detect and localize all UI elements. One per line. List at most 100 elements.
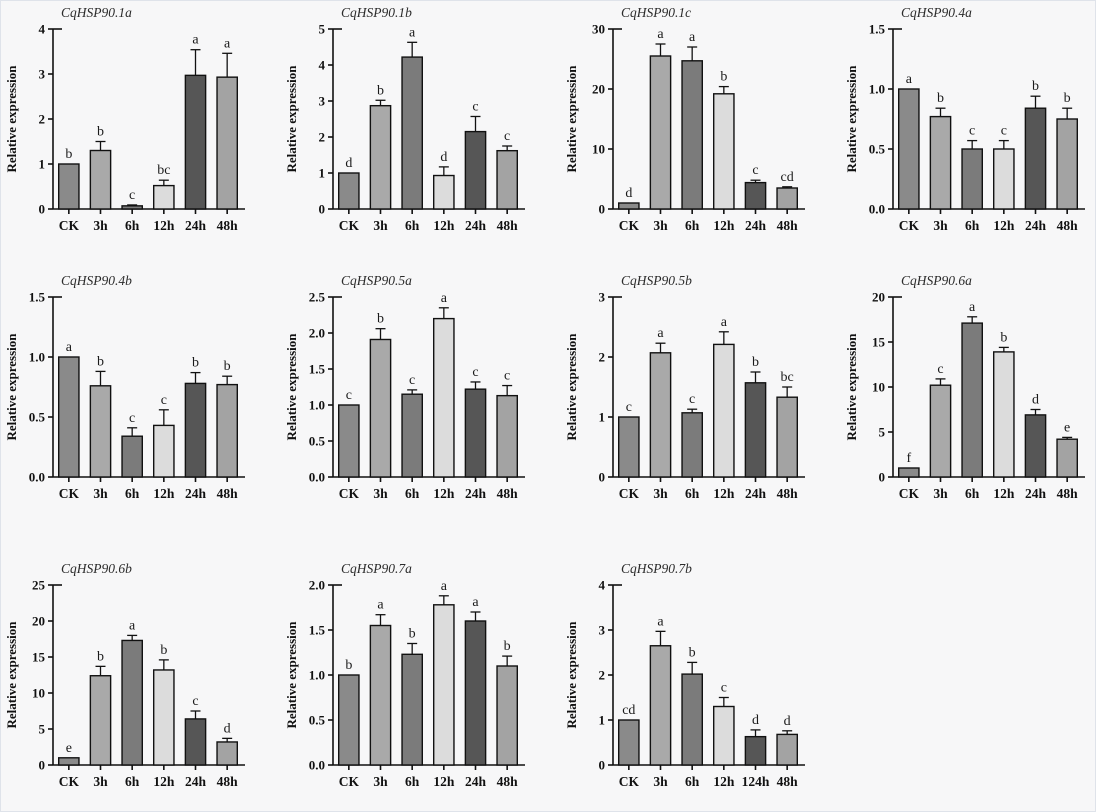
x-tick-label-48h: 48h	[217, 774, 239, 789]
chart-panel-CqHSP90.1c: CqHSP90.1c Relative expression 0 10 20 30 d CK a…	[563, 1, 817, 255]
bar-24h	[464, 130, 487, 210]
bar-48h	[776, 733, 799, 766]
bar-48h	[776, 187, 799, 210]
sig-letter-24h: c	[752, 163, 758, 178]
bar-6h	[401, 393, 423, 478]
x-tick-label-48h: 48h	[777, 774, 799, 789]
sig-letter-3h: b	[377, 83, 384, 98]
y-tick-label: 1	[599, 410, 606, 425]
y-tick-label: 5	[879, 425, 886, 440]
x-tick-label-24h: 24h	[185, 774, 207, 789]
bar-48h	[776, 396, 799, 478]
y-axis-label: Relative expression	[564, 333, 579, 441]
chart-panel-CqHSP90.7a: CqHSP90.7a Relative expression 0.0 0.5 1.0 1.…	[283, 557, 537, 811]
y-axis-label: Relative expression	[284, 333, 299, 441]
y-tick-label: 0.0	[309, 758, 325, 773]
y-tick-label: 15	[32, 650, 46, 665]
y-tick-label: 30	[592, 22, 605, 37]
bar-chart-CqHSP90.6b: CqHSP90.6b Relative expression 0 5 10 15 20 25 e…	[4, 561, 245, 789]
sig-letter-24h: c	[472, 99, 478, 114]
y-tick-label: 2	[319, 130, 326, 145]
y-tick-label: 25	[32, 578, 46, 593]
y-tick-label: 20	[592, 82, 605, 97]
bar-48h	[216, 741, 239, 766]
sig-letter-3h: b	[937, 91, 944, 106]
bar-chart-CqHSP90.1b: CqHSP90.1b Relative expression 0 1 2 3 4 5 d CK b 3…	[284, 5, 525, 233]
sig-letter-48h: bc	[781, 370, 794, 385]
y-tick-label: 0	[39, 758, 46, 773]
bar-6h	[961, 148, 983, 210]
sig-letter-CK: b	[345, 658, 352, 673]
x-tick-label-12h: 12h	[153, 486, 175, 501]
bar-3h	[649, 645, 672, 766]
sig-letter-24h: c	[192, 694, 198, 709]
bar-12h	[152, 669, 175, 766]
x-tick-label-CK: CK	[59, 486, 80, 501]
x-tick-label-12h: 12h	[433, 774, 455, 789]
bar-24h	[184, 382, 207, 478]
x-tick-label-6h: 6h	[405, 218, 420, 233]
chart-title: CqHSP90.5b	[621, 273, 692, 288]
y-axis-label: Relative expression	[564, 65, 579, 173]
y-tick-label: 0.5	[309, 434, 326, 449]
x-tick-label-CK: CK	[899, 486, 920, 501]
x-tick-label-12h: 12h	[153, 774, 175, 789]
bar-chart-CqHSP90.4a: CqHSP90.4a Relative expression 0.0 0.5 1.0 1.…	[844, 5, 1085, 233]
chart-panel-CqHSP90.1b: CqHSP90.1b Relative expression 0 1 2 3 4 5 d CK b 3…	[283, 1, 537, 255]
sig-letter-3h: b	[97, 354, 104, 369]
y-tick-label: 5	[319, 22, 326, 37]
x-tick-label-CK: CK	[59, 774, 80, 789]
x-tick-label-24h: 24h	[1025, 218, 1047, 233]
sig-letter-3h: a	[657, 27, 664, 42]
sig-letter-6h: a	[409, 25, 416, 40]
sig-letter-48h: a	[224, 36, 231, 51]
x-tick-label-CK: CK	[899, 218, 920, 233]
sig-letter-48h: c	[504, 369, 510, 384]
y-tick-label: 5	[39, 722, 46, 737]
sig-letter-6h: a	[969, 300, 976, 315]
y-tick-label: 10	[32, 686, 45, 701]
bar-chart-CqHSP90.1c: CqHSP90.1c Relative expression 0 10 20 30 d CK a…	[564, 5, 805, 233]
y-tick-label: 1	[39, 157, 46, 172]
sig-letter-12h: b	[1000, 330, 1007, 345]
sig-letter-12h: a	[441, 291, 448, 306]
x-tick-label-48h: 48h	[777, 218, 799, 233]
bar-12h	[432, 174, 455, 210]
bar-124h	[744, 735, 767, 766]
y-tick-label: 10	[872, 380, 885, 395]
sig-letter-12h: c	[1001, 124, 1007, 139]
sig-letter-48h: b	[1064, 91, 1071, 106]
x-tick-label-CK: CK	[339, 486, 360, 501]
sig-letter-CK: f	[906, 451, 911, 466]
y-tick-label: 1.5	[309, 623, 326, 638]
sig-letter-3h: b	[377, 312, 384, 327]
x-tick-label-24h: 24h	[465, 218, 487, 233]
y-tick-label: 1.0	[309, 398, 325, 413]
bar-12h	[432, 604, 455, 766]
y-tick-label: 0.5	[309, 713, 326, 728]
chart-panel-CqHSP90.1a: CqHSP90.1a Relative expression 0 1 2 3 4 b CK b 3h…	[3, 1, 257, 255]
sig-letter-6h: a	[689, 30, 696, 45]
x-tick-label-24h: 24h	[1025, 486, 1047, 501]
x-tick-label-24h: 24h	[745, 486, 767, 501]
x-tick-label-CK: CK	[619, 486, 640, 501]
y-tick-label: 2.0	[309, 578, 325, 593]
bar-6h	[401, 56, 423, 210]
bar-CK	[338, 404, 360, 478]
sig-letter-48h: e	[1064, 420, 1070, 435]
sig-letter-48h: b	[224, 359, 231, 374]
y-tick-label: 1.0	[29, 350, 45, 365]
x-tick-label-12h: 12h	[433, 218, 455, 233]
x-tick-label-3h: 3h	[93, 774, 108, 789]
x-tick-label-3h: 3h	[933, 218, 948, 233]
y-tick-label: 1.5	[869, 22, 886, 37]
bar-48h	[496, 394, 519, 478]
x-tick-label-6h: 6h	[125, 774, 140, 789]
y-tick-label: 0	[599, 202, 606, 217]
y-axis-label: Relative expression	[564, 621, 579, 729]
x-tick-label-48h: 48h	[497, 486, 519, 501]
x-tick-label-48h: 48h	[497, 774, 519, 789]
y-axis-label: Relative expression	[844, 333, 859, 441]
y-tick-label: 1.0	[869, 82, 885, 97]
sig-letter-6h: c	[129, 411, 135, 426]
